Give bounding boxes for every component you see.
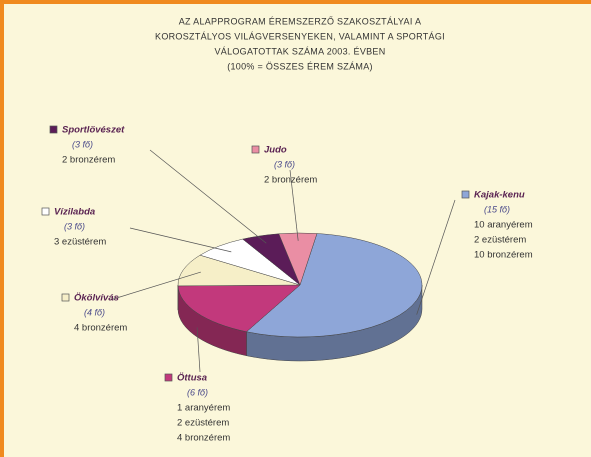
slice-name: Vízilabda (54, 207, 95, 218)
leader-line (289, 169, 299, 241)
slice (177, 254, 301, 287)
slice-name: Judo (264, 145, 287, 156)
slice-people: (3 fő) (64, 221, 85, 231)
slice-detail: 2 bronzérem (264, 175, 317, 186)
slice-detail: 1 aranyérem (177, 403, 230, 414)
legend-swatch (49, 125, 58, 134)
leader-line (196, 327, 201, 373)
slice-detail: 4 bronzérem (177, 433, 230, 444)
slice-detail: 3 ezüstérem (54, 237, 106, 248)
legend-swatch (461, 190, 470, 199)
legend-swatch (251, 145, 260, 154)
leader-line (149, 149, 267, 244)
legend-swatch (61, 293, 70, 302)
chart-title: VÁLOGATOTTAK SZÁMA 2003. ÉVBEN (214, 46, 385, 56)
slice-name: Ökölvívás (74, 293, 119, 304)
slice-name: Sportlövészet (62, 125, 125, 136)
slice-name: Öttusa (177, 373, 207, 384)
slice-detail: 2 bronzérem (62, 155, 115, 166)
border-top (0, 0, 591, 4)
chart-title: KOROSZTÁLYOS VILÁGVERSENYEKEN, VALAMINT … (155, 31, 445, 41)
slice-detail: 10 aranyérem (474, 220, 533, 231)
slice-people: (15 fő) (484, 204, 510, 214)
slice-people: (4 fő) (84, 307, 105, 317)
slice-people: (3 fő) (274, 159, 295, 169)
leader-line (416, 199, 456, 315)
chart-title: AZ ALAPPROGRAM ÉREMSZERZŐ SZAKOSZTÁLYAI … (179, 16, 422, 26)
chart-title: (100% = ÖSSZES ÉREM SZÁMA) (227, 61, 373, 71)
legend-swatch (41, 207, 50, 216)
slice-people: (6 fő) (187, 387, 208, 397)
slice (245, 233, 423, 338)
slice-name: Kajak-kenu (474, 190, 525, 201)
leader-line (129, 227, 232, 253)
slice (278, 232, 318, 286)
slice-people: (3 fő) (72, 139, 93, 149)
slice-detail: 2 ezüstérem (177, 418, 229, 429)
slice-detail: 4 bronzérem (74, 323, 127, 334)
legend-swatch (164, 373, 173, 382)
border-left (0, 0, 4, 457)
slice-detail: 2 ezüstérem (474, 235, 526, 246)
slice (177, 284, 301, 333)
leader-line (109, 271, 201, 301)
slice-detail: 10 bronzérem (474, 250, 533, 261)
